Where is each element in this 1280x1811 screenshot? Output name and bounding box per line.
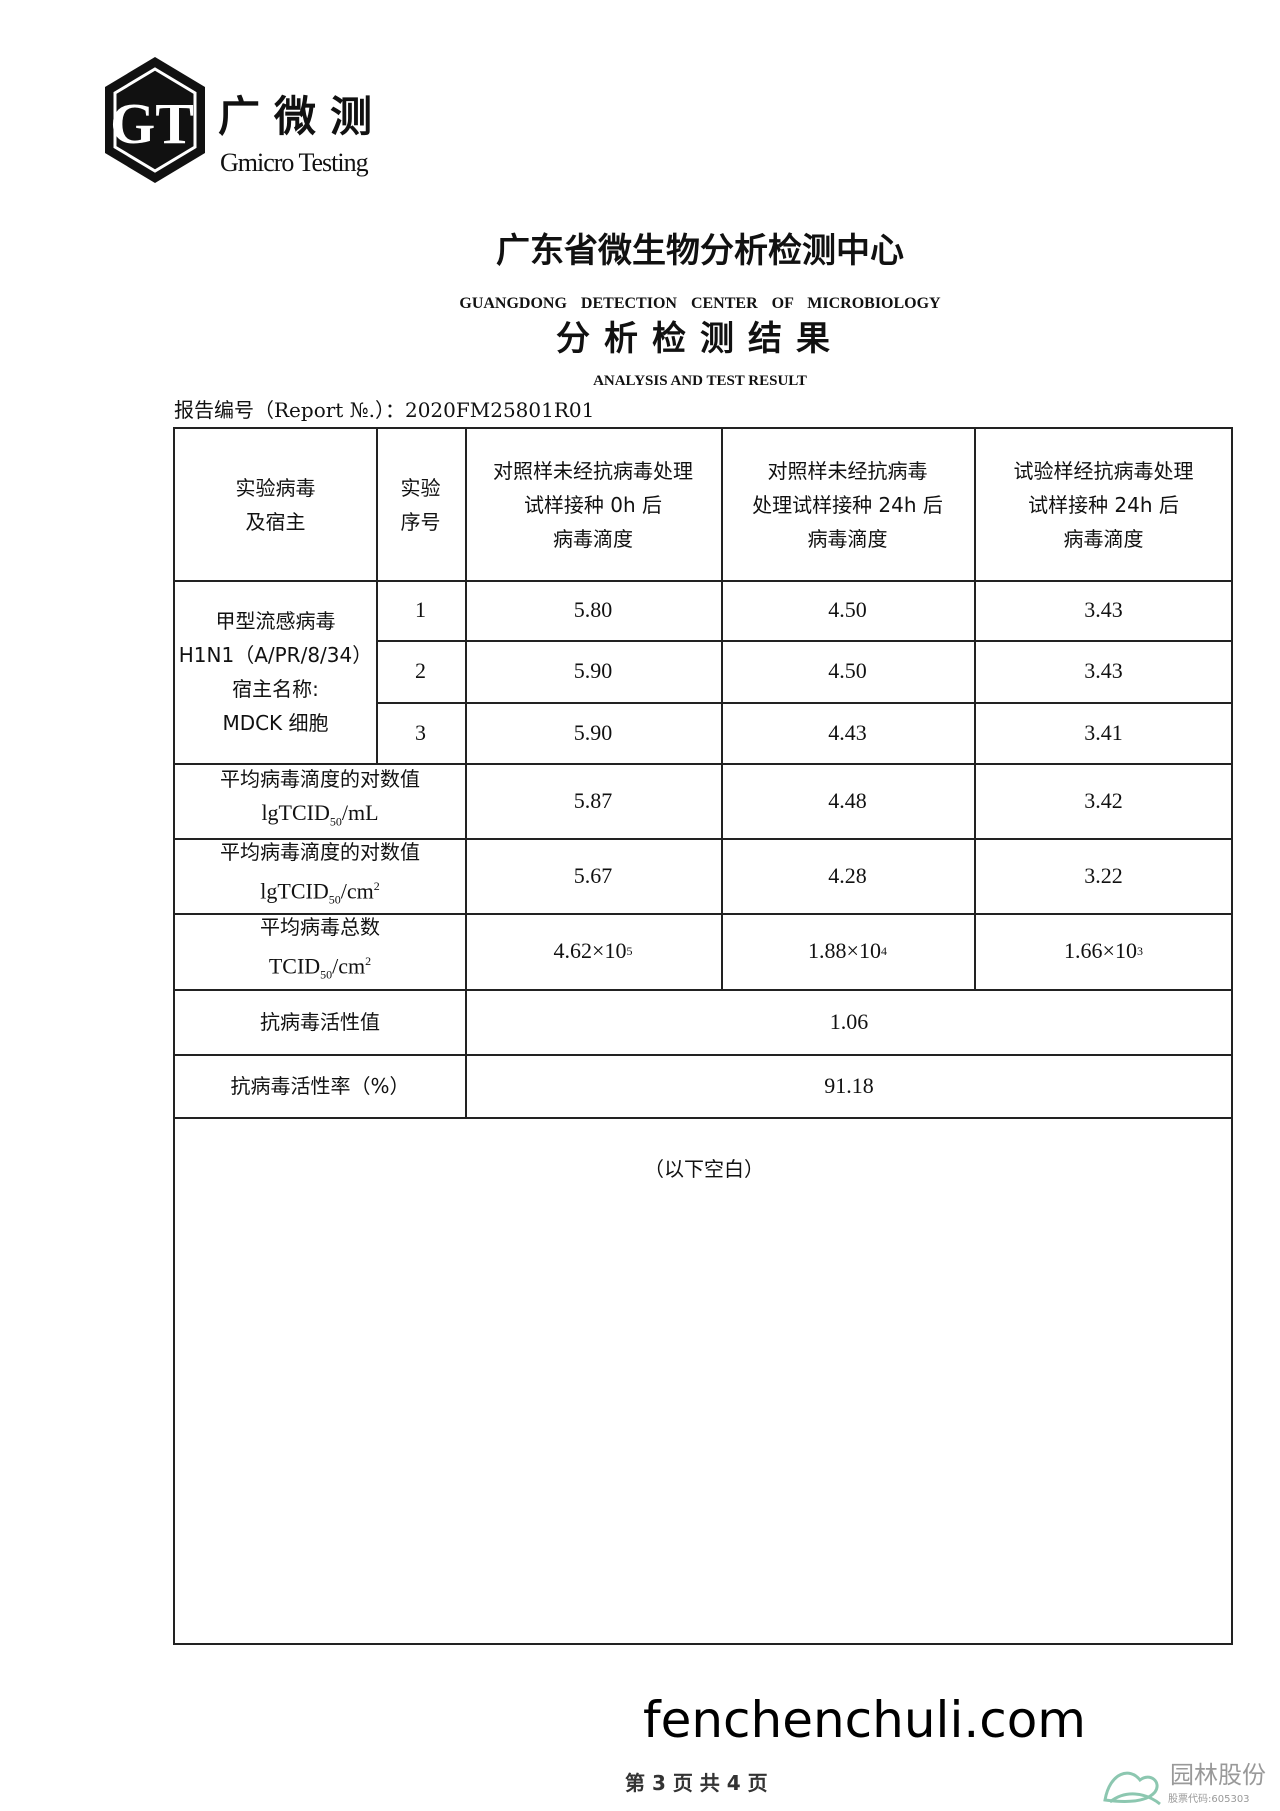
label-text: 平均病毒总数: [260, 915, 380, 940]
document-title: 分析检测结果: [556, 319, 844, 359]
avg-log-cm2-label: 平均病毒滴度的对数值 lgTCID50/cm2: [175, 838, 465, 913]
activity-rate: 91.18: [824, 1072, 874, 1098]
logo-english-name: Gmicro Testing: [220, 148, 369, 177]
virus-host-cell: 甲型流感病毒 H1N1（A/PR/8/34） 宿主名称: MDCK 细胞: [178, 608, 373, 735]
svg-text:GT: GT: [110, 91, 194, 156]
activity-value: 1.06: [829, 1008, 869, 1034]
value-cell: 5.67: [573, 862, 613, 888]
header-control-0h: 对照样未经抗病毒处理 试样接种 0h 后 病毒滴度: [493, 458, 693, 551]
label-text: 平均病毒滴度的对数值: [220, 839, 420, 864]
stock-code: 股票代码:605303: [1168, 1794, 1250, 1805]
organization-title-en: GUANGDONG DETECTION CENTER OF MICROBIOLO…: [459, 295, 941, 312]
value-cell: 1.88×10 4: [808, 938, 887, 963]
header-control-24h: 对照样未经抗病毒 处理试样接种 24h 后 病毒滴度: [752, 458, 943, 551]
report-number: 报告编号（Report №.）：2020FM25801R01: [174, 398, 595, 422]
header-test-24h: 试验样经抗病毒处理 试样接种 24h 后 病毒滴度: [1013, 458, 1194, 551]
page-number: 第 3 页 共 4 页: [625, 1771, 768, 1795]
value-cell: 5.90: [573, 719, 613, 745]
blank-note: （以下空白）: [644, 1157, 764, 1181]
header-virus-host: 实验病毒 及宿主: [235, 475, 316, 534]
value-cell: 5.87: [573, 787, 613, 813]
results-table: 实验病毒 及宿主 实验 序号 对照样未经抗病毒处理 试样接种 0h 后 病毒滴度…: [173, 427, 1233, 1645]
seq-cell: 3: [415, 719, 426, 745]
document-title-en: ANALYSIS AND TEST RESULT: [593, 373, 807, 389]
seq-cell: 1: [415, 597, 426, 622]
gt-logo-icon: GT: [105, 57, 205, 183]
value-cell: 4.50: [828, 658, 867, 683]
value-cell: 1.66×10 3: [1064, 938, 1143, 963]
value-cell: 5.90: [573, 658, 613, 683]
value-cell: 3.43: [1084, 597, 1123, 622]
value-cell: 4.28: [828, 862, 867, 888]
avg-log-ml-label: 平均病毒滴度的对数值 lgTCID50/mL: [175, 763, 465, 838]
value-cell: 4.50: [828, 597, 867, 622]
seq-cell: 2: [415, 658, 426, 683]
yuanlin-logo-icon: [1103, 1771, 1161, 1806]
label-text: 平均病毒滴度的对数值: [220, 767, 420, 792]
watermark-text: fenchenchuli.com: [643, 1691, 1087, 1749]
unit-text: TCID50/cm2: [268, 953, 372, 982]
organization-title: 广东省微生物分析检测中心: [496, 231, 904, 271]
value-cell: 3.42: [1084, 787, 1123, 813]
activity-rate-label: 抗病毒活性率（%）: [230, 1073, 410, 1098]
value-cell: 4.43: [828, 719, 867, 745]
value-cell: 5.80: [573, 597, 613, 622]
avg-total-label: 平均病毒总数 TCID50/cm2: [175, 913, 465, 989]
value-cell: 4.62×10 5: [553, 938, 633, 963]
value-cell: 3.41: [1084, 719, 1123, 745]
value-cell: 4.48: [828, 787, 867, 813]
unit-text: lgTCID50/mL: [261, 800, 379, 829]
brand-name: 园林股份: [1170, 1761, 1266, 1789]
activity-value-label: 抗病毒活性值: [260, 1009, 380, 1034]
value-cell: 3.43: [1084, 658, 1123, 683]
header-seq: 实验 序号: [400, 475, 441, 534]
value-cell: 3.22: [1084, 862, 1123, 888]
unit-text: lgTCID50/cm2: [260, 877, 380, 907]
logo-chinese-name: 广微测: [218, 92, 387, 141]
